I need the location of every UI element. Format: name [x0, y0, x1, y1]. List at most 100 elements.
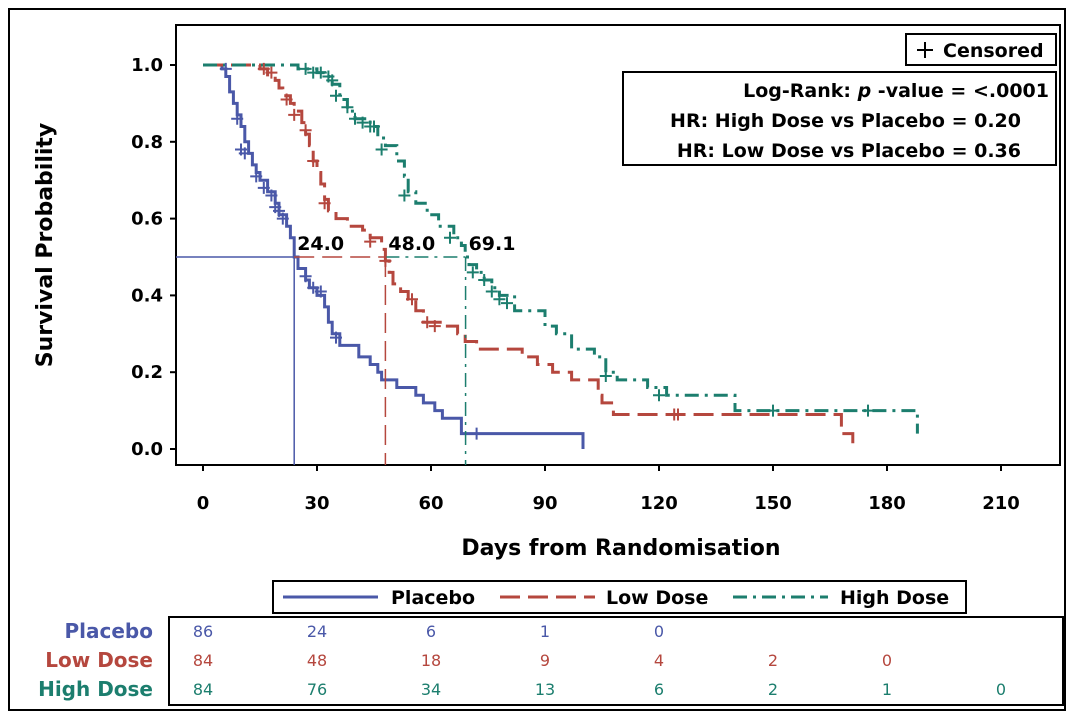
x-tick-label: 30: [304, 493, 329, 514]
risk-count-high-dose: 6: [654, 680, 664, 699]
censor-mark-high-dose: [314, 66, 327, 79]
legend-label-high-dose: High Dose: [840, 587, 949, 609]
risk-count-low-dose: 48: [307, 651, 327, 670]
censor-mark-high-dose: [444, 231, 456, 244]
censor-mark-placebo: [231, 112, 244, 125]
risk-count-placebo: 6: [426, 622, 436, 641]
y-tick-label: 0.6: [131, 209, 163, 230]
risk-count-placebo: 24: [307, 622, 327, 641]
censor-mark-low-dose: [257, 62, 270, 75]
risk-count-low-dose: 0: [882, 651, 892, 670]
censor-mark-high-dose: [330, 89, 342, 102]
censor-mark-high-dose: [493, 293, 506, 306]
censor-mark-high-dose: [368, 120, 380, 133]
y-axis-label: Survival Probability: [33, 123, 58, 368]
censor-mark-high-dose: [478, 274, 491, 287]
risk-count-low-dose: 2: [768, 651, 778, 670]
x-axis-label: Days from Randomisation: [461, 536, 780, 561]
censor-mark-low-dose: [265, 66, 278, 79]
censor-mark-placebo: [307, 281, 320, 294]
censor-mark-low-dose: [421, 316, 434, 329]
y-tick-label: 1.0: [131, 55, 163, 76]
curve-low-dose: [203, 63, 855, 449]
risk-row-label-high-dose: High Dose: [38, 677, 153, 701]
censor-mark-high-dose: [341, 101, 354, 114]
risk-count-high-dose: 2: [768, 680, 778, 699]
median-label-high-dose: 69.1: [469, 233, 516, 255]
censor-mark-low-dose: [280, 93, 293, 106]
censored-legend: Censored: [905, 33, 1057, 66]
censor-mark-high-dose: [356, 116, 369, 129]
x-tick-label: 120: [640, 493, 678, 514]
risk-row-label-low-dose: Low Dose: [45, 648, 153, 672]
censor-mark-low-dose: [299, 124, 312, 137]
risk-count-placebo: 0: [654, 622, 664, 641]
plot-area: [175, 24, 1061, 466]
censor-mark-low-dose: [318, 197, 331, 210]
censor-mark-placebo: [276, 212, 289, 225]
risk-count-high-dose: 0: [996, 680, 1006, 699]
x-axis: 0 30 60 90 120 150 180 210: [197, 465, 1020, 514]
censor-mark-placebo: [257, 181, 270, 194]
logrank-pvalue: Log-Rank: p -value = <.0001: [743, 80, 1049, 102]
censor-mark-high-dose: [375, 143, 388, 156]
x-tick-label: 0: [197, 493, 210, 514]
curve-placebo: [203, 63, 585, 449]
censor-mark-low-dose: [428, 320, 441, 333]
censor-mark-low-dose: [364, 235, 377, 248]
risk-count-placebo: 1: [540, 622, 550, 641]
risk-count-high-dose: 34: [421, 680, 441, 699]
y-tick-label: 0.0: [131, 439, 163, 460]
censor-mark-low-dose: [406, 293, 418, 306]
y-tick-label: 0.4: [131, 285, 163, 306]
median-reference-lines: [176, 256, 467, 465]
censor-mark-high-dose: [653, 389, 665, 402]
censor-mark-low-dose: [288, 108, 301, 121]
x-tick-label: 180: [868, 493, 906, 514]
censor-mark-high-dose: [767, 404, 779, 417]
hr-high-dose: HR: High Dose vs Placebo = 0.20: [670, 110, 1021, 132]
stats-box: Log-Rank: p -value = <.0001 HR: High Dos…: [622, 71, 1057, 166]
risk-count-low-dose: 4: [654, 651, 664, 670]
x-tick-label: 150: [754, 493, 792, 514]
censored-legend-label: Censored: [943, 40, 1044, 62]
risk-count-high-dose: 1: [882, 680, 892, 699]
censor-mark-high-dose: [299, 62, 312, 75]
censor-mark-placebo: [238, 147, 251, 160]
median-labels: 24.0 48.0 69.1: [297, 233, 515, 255]
risk-count-high-dose: 13: [535, 680, 555, 699]
risk-row-label-placebo: Placebo: [65, 619, 154, 643]
risk-count-high-dose: 76: [307, 680, 327, 699]
censor-mark-high-dose: [398, 189, 411, 202]
risk-count-low-dose: 84: [193, 651, 213, 670]
risk-count-high-dose: 84: [193, 680, 213, 699]
risk-table-box: [168, 616, 1064, 706]
risk-table: Placebo 86 24 6 1 0 Low Dose 84 48 18 9 4 2 0 High Dos…: [38, 616, 1064, 706]
risk-count-low-dose: 18: [421, 651, 441, 670]
censor-mark-high-dose: [501, 297, 513, 310]
x-tick-label: 60: [418, 493, 443, 514]
censor-plus-icon: [917, 42, 933, 58]
censor-mark-high-dose: [326, 74, 339, 87]
censor-mark-placebo: [219, 62, 232, 75]
median-label-low-dose: 48.0: [388, 233, 435, 255]
censor-mark-placebo: [330, 331, 342, 344]
censor-mark-placebo: [265, 189, 278, 202]
censor-mark-placebo: [273, 204, 285, 217]
series-legend: Placebo Low Dose High Dose: [272, 580, 967, 614]
y-tick-label: 0.8: [131, 132, 163, 153]
censor-mark-high-dose: [599, 370, 612, 383]
censor-mark-low-dose: [379, 254, 392, 267]
median-label-placebo: 24.0: [297, 233, 344, 255]
censor-mark-placebo: [470, 427, 483, 440]
hr-low-dose: HR: Low Dose vs Placebo = 0.36: [677, 140, 1021, 162]
censor-mark-high-dose: [349, 112, 361, 125]
censor-marks: [219, 62, 874, 440]
x-tick-label: 210: [982, 493, 1020, 514]
x-tick-label: 90: [532, 493, 557, 514]
censor-mark-placebo: [299, 270, 312, 283]
censor-mark-low-dose: [307, 155, 320, 167]
y-axis: 0.0 0.2 0.4 0.6 0.8 1.0: [131, 55, 176, 460]
risk-count-placebo: 86: [193, 622, 213, 641]
